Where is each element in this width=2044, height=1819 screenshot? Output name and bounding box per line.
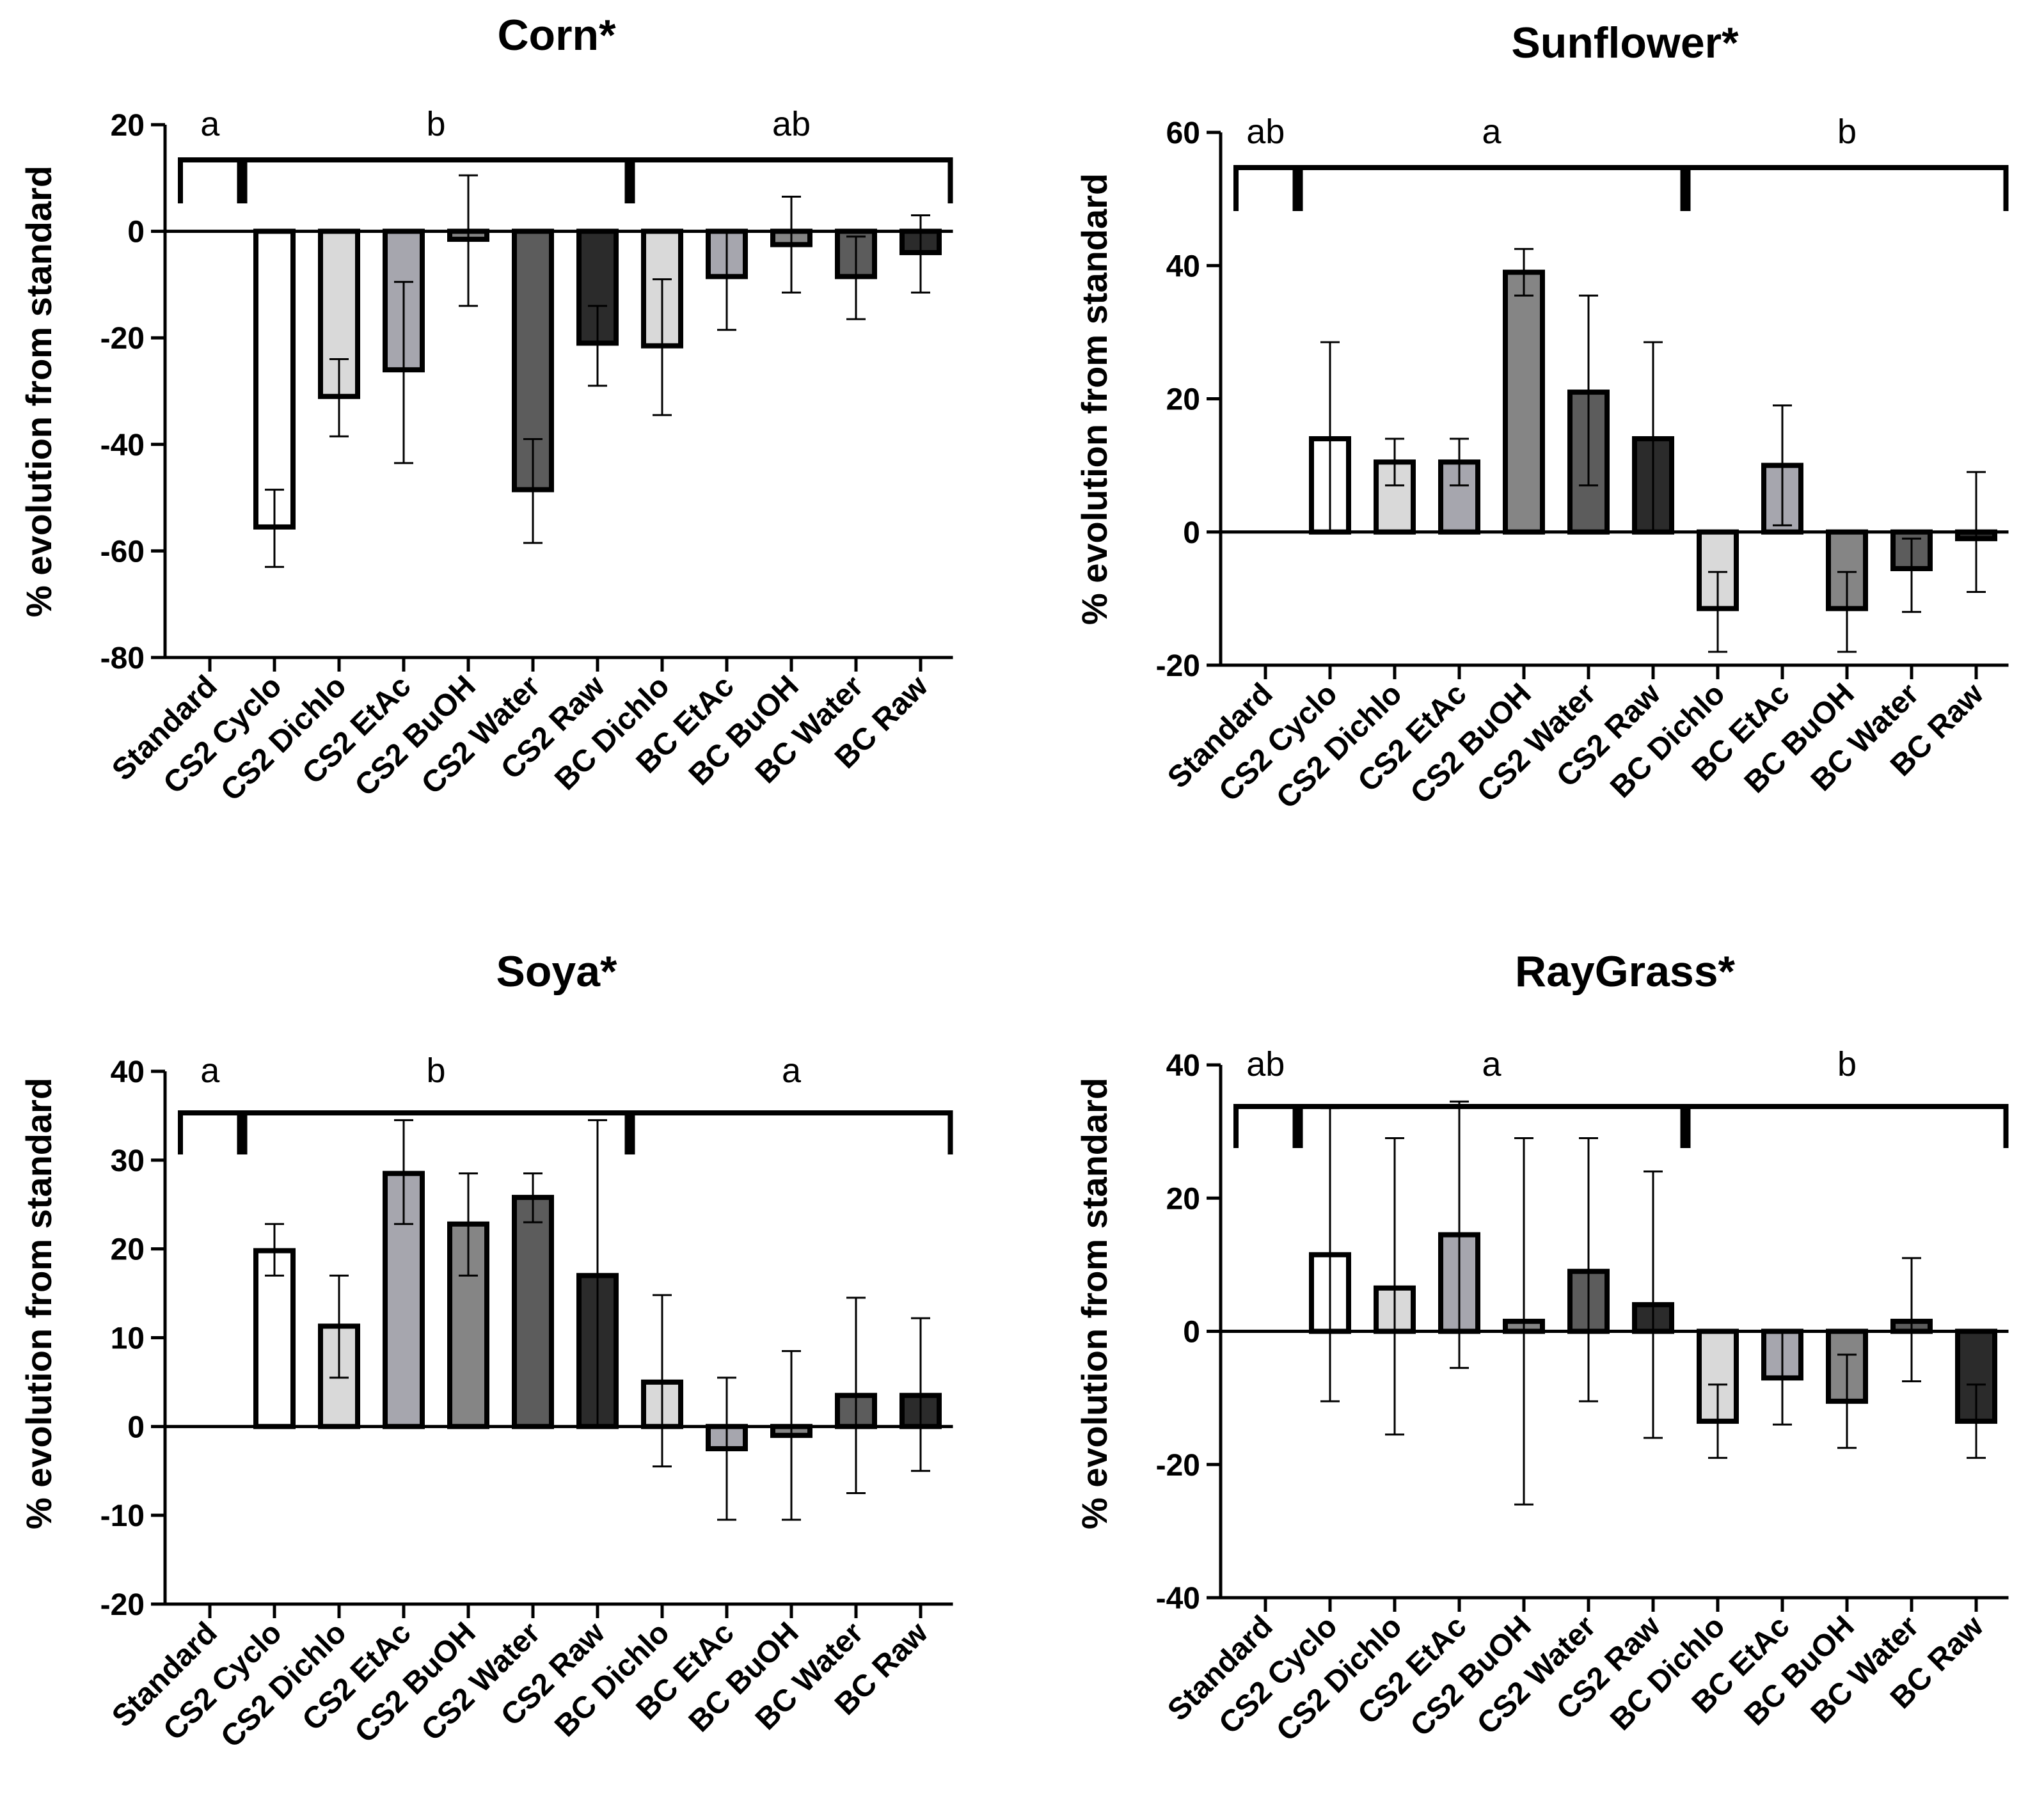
y-tick-label: 0 <box>1183 1316 1200 1350</box>
y-tick-label: -20 <box>1156 1449 1200 1483</box>
significance-bracket <box>242 157 630 203</box>
significance-bracket <box>1233 165 1298 211</box>
y-tick-label: 40 <box>111 1055 145 1089</box>
bar <box>253 228 296 530</box>
bar <box>253 1248 296 1429</box>
y-tick-label: 0 <box>127 216 145 249</box>
significance-bracket <box>178 157 242 203</box>
significance-bracket <box>1297 1104 1686 1148</box>
significance-letter: b <box>1837 1045 1857 1083</box>
chart-title: RayGrass* <box>1515 947 1736 996</box>
y-tick-label: -20 <box>100 322 145 356</box>
significance-letter: ab <box>772 105 811 143</box>
significance-bracket <box>630 1110 953 1154</box>
corn-chart: Corn* % evolution from standard 20 0 -20 -4… <box>19 11 953 808</box>
y-tick-label: 20 <box>111 1233 145 1267</box>
significance-letter: ab <box>1246 1045 1285 1083</box>
raygrass-chart: RayGrass* % evolution from standard 40 20… <box>1074 947 2009 1748</box>
bar <box>1438 459 1480 535</box>
significance-letter: b <box>426 1051 445 1090</box>
y-axis-label: % evolution from standard <box>1074 1078 1114 1529</box>
y-tick-label: 20 <box>1166 1182 1200 1216</box>
bar <box>512 1195 554 1429</box>
y-tick-label: 30 <box>111 1144 145 1178</box>
y-tick-label: 10 <box>111 1322 145 1356</box>
chart-title: Soya* <box>496 947 618 996</box>
significance-bracket <box>1685 165 2009 211</box>
y-axis-label: % evolution from standard <box>19 166 59 617</box>
y-tick-label: 40 <box>1166 1049 1200 1083</box>
significance-bracket <box>178 1110 242 1154</box>
significance-letter: b <box>426 105 445 143</box>
significance-letter: a <box>1482 113 1501 151</box>
y-axis-label: % evolution from standard <box>19 1078 59 1529</box>
significance-letter: ab <box>1246 113 1285 151</box>
y-tick-label: -20 <box>1156 649 1200 683</box>
y-tick-label: 0 <box>127 1410 145 1444</box>
y-tick-label: 60 <box>1166 116 1200 150</box>
y-tick-label: -10 <box>100 1499 145 1533</box>
y-tick-label: 20 <box>111 109 145 143</box>
chart-title: Corn* <box>497 11 616 59</box>
y-axis-label: % evolution from standard <box>1074 173 1114 625</box>
significance-bracket <box>1685 1104 2009 1148</box>
significance-bracket <box>1233 1104 1298 1148</box>
significance-letter: a <box>782 1051 802 1090</box>
significance-letter: a <box>1482 1045 1501 1083</box>
y-tick-label: -40 <box>100 429 145 462</box>
significance-letter: b <box>1837 113 1857 151</box>
significance-letter: a <box>200 105 220 143</box>
significance-letter: a <box>200 1051 220 1090</box>
y-tick-label: -40 <box>1156 1582 1200 1616</box>
significance-bracket <box>1297 165 1686 211</box>
bar <box>1503 269 1545 535</box>
chart-title: Sunflower* <box>1511 19 1739 67</box>
soya-chart: Soya* % evolution from standard 40 30 20 10… <box>19 947 953 1754</box>
y-tick-label: 0 <box>1183 516 1200 550</box>
y-tick-label: -20 <box>100 1588 145 1622</box>
y-tick-label: 20 <box>1166 383 1200 417</box>
significance-bracket <box>242 1110 630 1154</box>
y-tick-label: -80 <box>100 642 145 675</box>
significance-bracket <box>630 157 953 203</box>
sunflower-chart: Sunflower* % evolution from standard 60 4… <box>1074 19 2009 815</box>
y-tick-label: 40 <box>1166 249 1200 283</box>
y-tick-label: -60 <box>100 535 145 569</box>
